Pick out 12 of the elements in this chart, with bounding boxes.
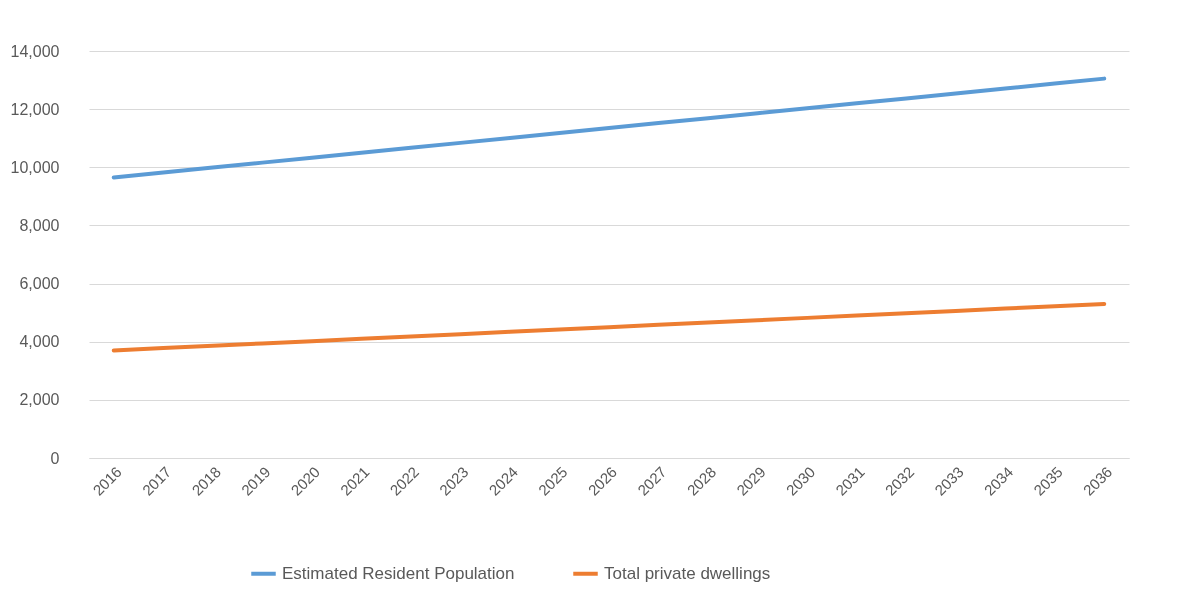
- line-series: [111, 76, 1107, 180]
- y-tick-label: 4,000: [19, 333, 60, 351]
- y-tick-label: 2,000: [19, 391, 60, 409]
- legend-label: Estimated Resident Population: [282, 563, 515, 583]
- y-tick-label: 10,000: [10, 158, 60, 176]
- y-tick-label: 8,000: [19, 216, 60, 234]
- y-tick-label: 6,000: [19, 275, 60, 293]
- y-tick-label: 0: [50, 449, 60, 467]
- line-series: [111, 301, 1107, 353]
- y-tick-label: 12,000: [10, 100, 60, 118]
- y-tick-label: 14,000: [10, 42, 60, 60]
- legend-label: Total private dwellings: [604, 563, 771, 583]
